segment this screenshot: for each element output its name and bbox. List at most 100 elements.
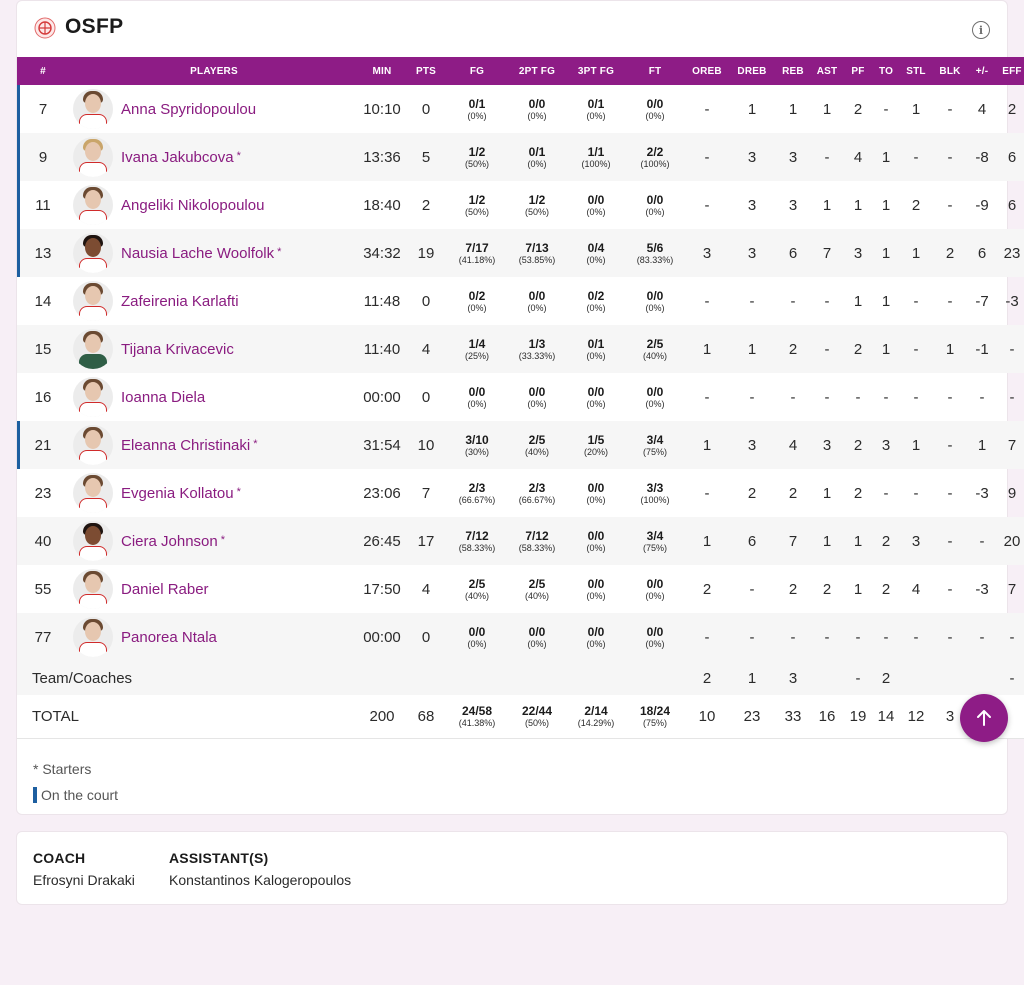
player-name-link[interactable]: Ivana Jakubcova [121, 148, 234, 166]
player-avatar[interactable] [73, 89, 113, 129]
player-avatar[interactable] [73, 233, 113, 273]
player-avatar[interactable] [73, 137, 113, 177]
player-name-link[interactable]: Daniel Raber [121, 580, 209, 598]
shots-percentage: (0%) [586, 590, 606, 601]
player-name-link[interactable]: Ioanna Diela [121, 388, 206, 406]
stat-blk: 1 [933, 325, 967, 373]
total-row: TOTAL 200 68 24/58 (41.38%) 22/44 (50%) 2/14 (14… [17, 695, 1024, 739]
shots-made: 0/0 [646, 288, 664, 303]
player-name-link[interactable]: Eleanna Christinaki [121, 436, 251, 454]
shots-percentage: (66.67%) [518, 494, 556, 505]
shots-made: 0/0 [587, 192, 605, 207]
player-avatar[interactable] [73, 281, 113, 321]
stat-pm: 1 [967, 421, 997, 469]
shots-percentage: (75%) [642, 446, 667, 457]
shots-made: 22/44 [521, 703, 553, 718]
stat-pf: 1 [853, 580, 863, 598]
jersey-number: 55 [34, 580, 52, 598]
shots-made: 7/13 [525, 240, 549, 255]
player-avatar[interactable] [73, 473, 113, 513]
stat-reb: 7 [775, 517, 811, 565]
shots-made: 0/0 [468, 384, 486, 399]
player-name-link[interactable]: Zafeirenia Karlafti [121, 292, 239, 310]
player-name-link[interactable]: Ciera Johnson [121, 532, 218, 550]
stat-pm: -1 [967, 325, 997, 373]
player-row: 15 Tijana Krivacevic 11:40 4 1/4 (25%) 1/3 (33.… [17, 325, 1024, 373]
player-name-link[interactable]: Tijana Krivacevic [121, 340, 234, 358]
two-point-fg: 2/3 (66.67%) [507, 469, 567, 517]
three-point-fg: 0/4 (0%) [567, 229, 625, 277]
column-header: PTS [405, 57, 447, 85]
player-avatar[interactable] [73, 617, 113, 657]
stat-pf: 3 [843, 229, 873, 277]
column-header: # [17, 57, 69, 85]
stat-blk: - [933, 517, 967, 565]
two-point-fg: 0/0 (0%) [507, 277, 567, 325]
minutes: 23:06 [363, 484, 401, 502]
stat-ast: 2 [822, 580, 832, 598]
stat-eff: -3 [1005, 292, 1019, 310]
shots-percentage: (75%) [642, 542, 667, 553]
player-cell: Panorea Ntala [69, 613, 359, 661]
team-stat-ast [811, 661, 843, 695]
stat-dreb: 3 [729, 229, 775, 277]
starter-marker: * [236, 150, 241, 162]
player-name-link[interactable]: Angeliki Nikolopoulou [121, 196, 265, 214]
stat-dreb: 1 [729, 325, 775, 373]
column-header: FG [447, 57, 507, 85]
shots-percentage: (0%) [467, 110, 487, 121]
team-stat-reb: 3 [775, 661, 811, 695]
player-avatar[interactable] [73, 185, 113, 225]
stat-stl: 1 [911, 100, 921, 118]
free-throws: 0/0 (0%) [625, 613, 685, 661]
stat-pf: 2 [853, 484, 863, 502]
total-stat-dreb: 23 [729, 695, 775, 739]
player-avatar[interactable] [73, 425, 113, 465]
player-name-link[interactable]: Nausia Lache Woolfolk [121, 244, 275, 262]
stat-eff: 20 [997, 517, 1024, 565]
stat-ast: 1 [822, 196, 832, 214]
starter-marker: * [277, 246, 282, 258]
shots-made: 0/0 [646, 96, 664, 111]
player-name-link[interactable]: Panorea Ntala [121, 628, 217, 646]
free-throws: 0/0 (0%) [625, 373, 685, 421]
stat-reb: 6 [775, 229, 811, 277]
points: 5 [405, 133, 447, 181]
shots-made: 1/2 [468, 144, 486, 159]
field-goals: 7/17 (41.18%) [447, 229, 507, 277]
player-avatar[interactable] [73, 377, 113, 417]
stat-blk: - [947, 292, 953, 310]
info-icon[interactable]: i [972, 21, 990, 39]
stat-blk: - [947, 196, 953, 214]
free-throws: 5/6 (83.33%) [625, 229, 685, 277]
three-point-fg: 0/0 (0%) [567, 373, 625, 421]
minutes: 00:00 [363, 388, 401, 406]
starter-marker: * [253, 438, 258, 450]
stat-stl: 4 [911, 580, 921, 598]
shots-made: 0/0 [587, 624, 605, 639]
stat-dreb: - [749, 292, 755, 310]
shots-made: 1/1 [587, 144, 605, 159]
total-minutes: 200 [359, 695, 405, 739]
stat-reb: 2 [775, 325, 811, 373]
shots-percentage: (0%) [645, 110, 665, 121]
jersey-number: 11 [17, 181, 69, 229]
stat-stl: - [899, 325, 933, 373]
player-avatar[interactable] [73, 329, 113, 369]
two-point-fg: 2/5 (40%) [507, 421, 567, 469]
stat-stl: - [899, 133, 933, 181]
shots-made: 3/3 [646, 480, 664, 495]
player-avatar[interactable] [73, 521, 113, 561]
stat-blk: - [933, 133, 967, 181]
free-throws: 3/4 (75%) [625, 421, 685, 469]
scroll-top-button[interactable] [960, 694, 1008, 742]
two-point-fg: 0/1 (0%) [507, 133, 567, 181]
shots-made: 3/4 [646, 432, 664, 447]
player-name-link[interactable]: Evgenia Kollatou [121, 484, 234, 502]
stat-ast: - [811, 325, 843, 373]
player-avatar[interactable] [73, 569, 113, 609]
player-name-link[interactable]: Anna Spyridopoulou [121, 100, 257, 118]
team-stat-to: 2 [873, 661, 899, 695]
stat-pf: 1 [853, 292, 863, 310]
two-point-fg: 2/5 (40%) [507, 565, 567, 613]
